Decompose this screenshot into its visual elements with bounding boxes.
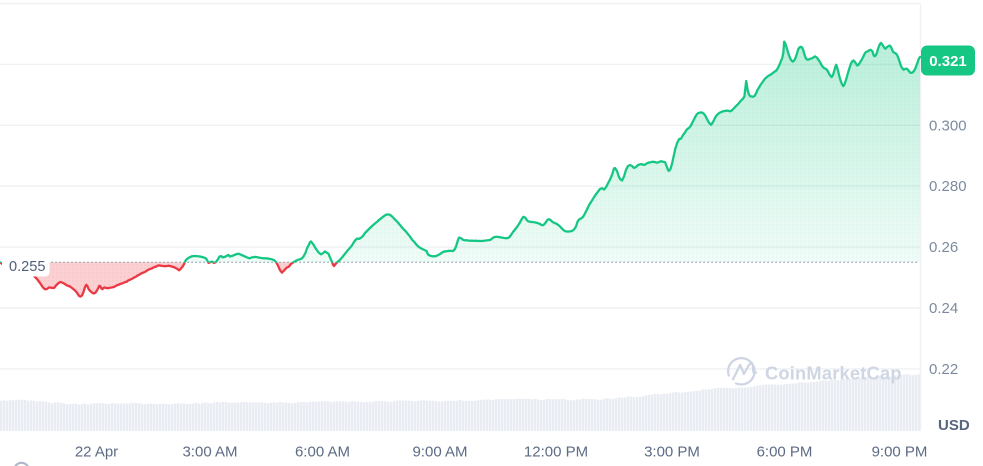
svg-text:USD: USD xyxy=(938,417,970,434)
svg-text:0.321: 0.321 xyxy=(929,53,967,70)
svg-text:12:00 PM: 12:00 PM xyxy=(524,444,588,461)
svg-text:0.280: 0.280 xyxy=(929,178,967,195)
svg-text:0.24: 0.24 xyxy=(929,300,958,317)
svg-text:3:00 AM: 3:00 AM xyxy=(182,444,237,461)
svg-text:0.255: 0.255 xyxy=(9,259,46,275)
svg-text:0.300: 0.300 xyxy=(929,117,967,134)
svg-text:22 Apr: 22 Apr xyxy=(75,444,118,461)
svg-text:0.26: 0.26 xyxy=(929,239,958,256)
svg-text:3:00 PM: 3:00 PM xyxy=(644,444,700,461)
svg-text:9:00 AM: 9:00 AM xyxy=(412,444,467,461)
svg-text:6:00 PM: 6:00 PM xyxy=(757,444,813,461)
svg-text:9:00 PM: 9:00 PM xyxy=(872,444,928,461)
svg-text:CoinMarketCap: CoinMarketCap xyxy=(765,363,902,384)
svg-text:0.22: 0.22 xyxy=(929,361,958,378)
svg-text:6:00 AM: 6:00 AM xyxy=(295,444,350,461)
